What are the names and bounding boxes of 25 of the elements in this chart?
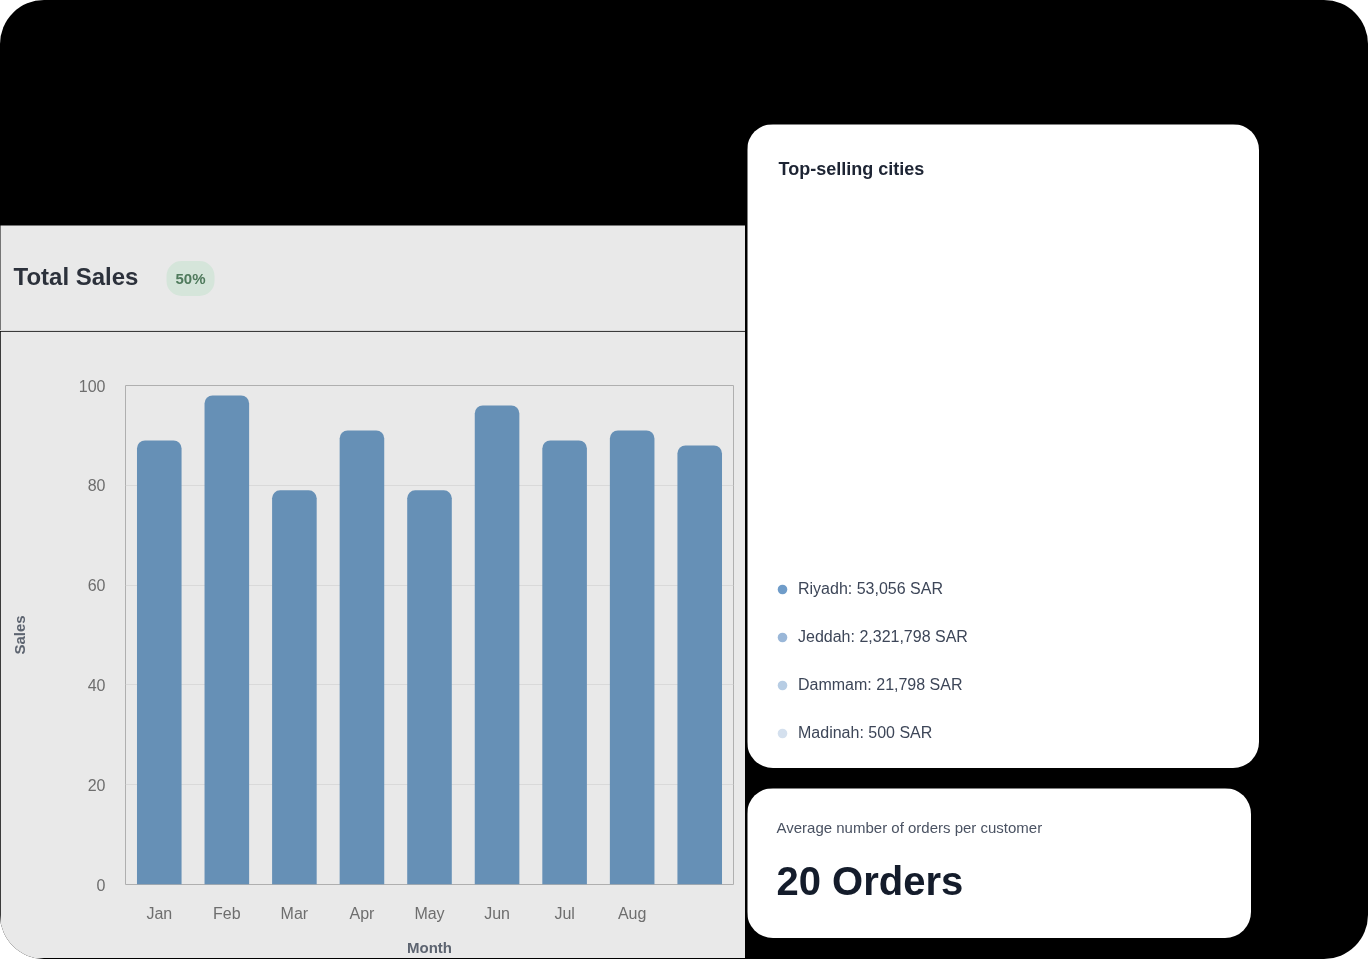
y-tick-label: 40 xyxy=(87,676,106,694)
y-tick-label: 20 xyxy=(87,776,106,794)
legend-label: Riyadh: 53,056 SAR xyxy=(798,580,943,598)
legend-label: Dammam: 21,798 SAR xyxy=(798,676,963,694)
y-tick-label: 0 xyxy=(96,876,106,894)
legend-label: Madinah: 500 SAR xyxy=(798,724,933,742)
x-tick-label: Aug xyxy=(617,904,647,922)
text: Top-selling cities xyxy=(778,158,925,179)
chart-subtitle: 50% xyxy=(175,270,206,287)
x-tick-label: Apr xyxy=(349,904,376,922)
x-tick-label: Jun xyxy=(484,904,510,922)
y-tick-label: 60 xyxy=(87,577,106,595)
text: Average number of orders per customer xyxy=(776,819,1043,836)
y-axis-title: Sales xyxy=(10,615,28,655)
y-tick-label: 80 xyxy=(87,477,106,495)
x-tick-label: Feb xyxy=(213,904,241,922)
x-tick-label: Jan xyxy=(146,904,173,922)
x-tick-label: Mar xyxy=(280,904,309,922)
legend-label: Jeddah: 2,321,798 SAR xyxy=(798,628,968,646)
x-axis-title: Month xyxy=(407,938,452,956)
x-tick-label: May xyxy=(414,904,445,922)
y-tick-label: 100 xyxy=(78,377,106,395)
text: 20 Orders xyxy=(776,858,964,903)
x-tick-label: Jul xyxy=(554,904,575,922)
chart-title: Total Sales xyxy=(13,263,139,290)
